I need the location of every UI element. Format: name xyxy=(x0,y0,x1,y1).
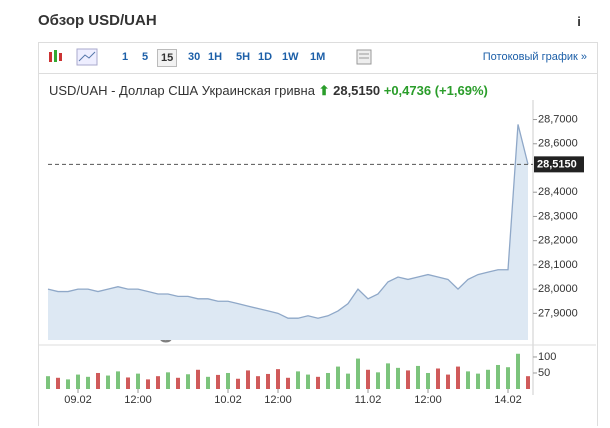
volume-bar xyxy=(346,373,350,389)
x-tick-label: 11.02 xyxy=(355,394,382,406)
y-tick-label: 28,7000 xyxy=(538,113,578,125)
volume-bar xyxy=(196,369,200,389)
x-tick-label: 12:00 xyxy=(264,394,292,406)
volume-bar xyxy=(446,374,450,389)
x-tick-label: 09.02 xyxy=(64,394,92,406)
x-tick-label: 12:00 xyxy=(124,394,152,406)
volume-bar xyxy=(326,372,330,389)
volume-bar xyxy=(336,366,340,389)
volume-bar xyxy=(356,358,360,389)
volume-bar xyxy=(226,372,230,389)
interval-button[interactable]: 5 xyxy=(142,51,149,63)
chart-type-icons[interactable] xyxy=(45,43,105,73)
last-price-label: 28,5150 xyxy=(537,158,577,170)
volume-bar xyxy=(366,369,370,389)
x-tick-label: 14.02 xyxy=(494,394,522,406)
y-tick-label: 27,9000 xyxy=(538,307,578,319)
title: Обзор USD/UAH xyxy=(38,12,157,29)
volume-bar xyxy=(206,376,210,389)
last-price-box xyxy=(534,156,584,173)
interval-button[interactable]: 30 xyxy=(188,51,201,63)
toolbar: Потоковый график » 1 5 15 30 1H 5H 1D 1W 1M xyxy=(39,43,597,74)
interval-button[interactable]: 15 xyxy=(157,49,178,67)
change: +0,4736 xyxy=(383,83,432,98)
volume-bar xyxy=(296,371,300,389)
up-arrow: ⬆ xyxy=(318,83,330,98)
volume-bar xyxy=(246,370,250,389)
instrument-name: USD/UAH - Доллар США Украинская гривна xyxy=(49,83,315,98)
volume-bar xyxy=(496,364,500,389)
stream-link[interactable]: Потоковый график » xyxy=(482,51,587,63)
y-tick-label: 28,1000 xyxy=(538,259,578,271)
volume-bar xyxy=(46,376,50,389)
change-pct: (+1,69%) xyxy=(434,83,488,98)
volume-bar xyxy=(286,377,290,389)
volume-bar xyxy=(116,371,120,389)
instrument-line: USD/UAH - Доллар США Украинская гривна ⬆… xyxy=(49,83,488,99)
volume-bar xyxy=(136,373,140,389)
volume-bar xyxy=(476,373,480,389)
volume-bar xyxy=(146,379,150,389)
y-tick-label: 28,0000 xyxy=(538,283,578,295)
x-tick-label: 12:00 xyxy=(414,394,442,406)
interval-button[interactable]: 1M xyxy=(310,51,326,63)
volume-bar xyxy=(516,353,520,389)
volume-bar xyxy=(66,379,70,389)
y-tick-label: 28,6000 xyxy=(538,138,578,150)
volume-bar xyxy=(176,377,180,389)
interval-button[interactable]: 1H xyxy=(208,51,223,63)
volume-bar xyxy=(76,374,80,389)
volume-bar xyxy=(466,371,470,389)
volume-bar xyxy=(316,376,320,389)
area-fill xyxy=(48,124,528,341)
x-tick-label: 10.02 xyxy=(214,394,242,406)
y-tick-label: 28,4000 xyxy=(538,186,578,198)
volume-bar xyxy=(166,372,170,389)
interval-button[interactable]: 1D xyxy=(258,51,273,63)
volume-bar xyxy=(216,374,220,389)
volume-bar xyxy=(396,367,400,389)
volume-bar xyxy=(436,368,440,389)
volume-bar xyxy=(266,373,270,389)
price-line xyxy=(47,124,529,319)
volume-bar xyxy=(156,376,160,389)
volume-bar xyxy=(306,374,310,389)
volume-bar xyxy=(96,372,100,389)
volume-bar xyxy=(486,369,490,389)
volume-bar xyxy=(406,370,410,389)
volume-bar xyxy=(106,375,110,389)
volume-tick-label: 50 xyxy=(538,367,550,379)
y-tick-label: 28,3000 xyxy=(538,210,578,222)
volume-bar xyxy=(506,367,510,389)
volume-tick-label: 100 xyxy=(538,351,556,363)
volume-bar xyxy=(456,366,460,389)
volume-bar xyxy=(56,377,60,389)
widget: Потоковый график » 1 5 15 30 1H 5H 1D 1W 1M USD/… xyxy=(38,42,598,426)
volume-bar xyxy=(376,372,380,389)
volume-bar xyxy=(256,376,260,389)
interval-button[interactable]: 5H xyxy=(236,51,251,63)
volume-bar xyxy=(276,369,280,389)
interval-button[interactable]: 1 xyxy=(122,51,129,63)
price: 28,5150 xyxy=(333,83,381,98)
volume-bar xyxy=(526,376,530,389)
volume-bar xyxy=(126,377,130,389)
volume-bar xyxy=(426,372,430,389)
indicator-icon[interactable] xyxy=(355,43,375,73)
volume-bar xyxy=(186,374,190,389)
y-tick-label: 28,2000 xyxy=(538,235,578,247)
volume-bar xyxy=(416,365,420,389)
volume-bar xyxy=(236,378,240,389)
info-button[interactable]: i xyxy=(577,14,581,29)
interval-button[interactable]: 1W xyxy=(282,51,299,63)
volume-bar xyxy=(86,376,90,389)
volume-bar xyxy=(386,363,390,389)
